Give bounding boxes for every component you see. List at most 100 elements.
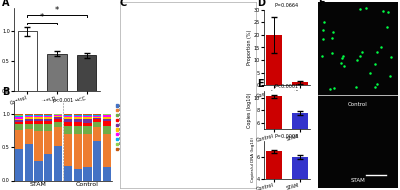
Bar: [103, 167, 111, 180]
Bar: [34, 119, 43, 121]
Bar: [24, 144, 33, 180]
Bar: [74, 122, 82, 126]
Bar: [103, 126, 111, 134]
Bar: [64, 114, 72, 115]
Bar: [64, 116, 72, 117]
Text: STAM: STAM: [351, 177, 365, 183]
Bar: [24, 114, 33, 115]
Bar: [74, 126, 82, 134]
Bar: [24, 117, 33, 119]
Bar: [64, 119, 72, 122]
Bar: [24, 115, 33, 116]
Bar: [64, 134, 72, 166]
Bar: [24, 121, 33, 124]
Y-axis label: Copies/ul DNA (log10): Copies/ul DNA (log10): [251, 137, 255, 182]
Bar: [103, 114, 111, 115]
Text: A: A: [2, 0, 10, 8]
Bar: [24, 129, 33, 144]
Bar: [34, 115, 43, 116]
Text: Control: Control: [348, 102, 368, 108]
Bar: [74, 114, 82, 115]
Bar: [54, 115, 62, 116]
Bar: [83, 123, 92, 126]
Text: F: F: [318, 0, 325, 8]
Bar: [292, 157, 308, 190]
Bar: [93, 122, 102, 127]
Bar: [44, 114, 52, 115]
Text: C: C: [120, 0, 127, 8]
Bar: [34, 161, 43, 180]
Bar: [54, 116, 62, 117]
Bar: [83, 116, 92, 117]
Bar: [93, 141, 102, 180]
Bar: [103, 115, 111, 117]
Bar: [15, 149, 23, 180]
Text: P<0.0001: P<0.0001: [275, 84, 299, 89]
Bar: [34, 117, 43, 119]
Bar: [15, 114, 23, 115]
Bar: [74, 117, 82, 119]
Bar: [103, 121, 111, 126]
Legend: Akkermansia muciniphila, Lachnospiraceae, Bacteroidales, Muribaculaceae, Erysipe: Akkermansia muciniphila, Lachnospiraceae…: [114, 102, 160, 152]
Bar: [83, 167, 92, 180]
Bar: [64, 122, 72, 126]
Bar: [64, 126, 72, 134]
Bar: [74, 134, 82, 169]
Bar: [64, 117, 72, 119]
Bar: [44, 131, 52, 154]
Text: P=0.0003: P=0.0003: [275, 134, 299, 139]
Bar: [24, 124, 33, 129]
Bar: [54, 127, 62, 146]
Bar: [103, 117, 111, 119]
Bar: [93, 114, 102, 115]
Bar: [292, 82, 308, 86]
Bar: [54, 119, 62, 122]
Bar: [15, 122, 23, 124]
Bar: [18, 32, 37, 91]
Bar: [64, 115, 72, 116]
Bar: [44, 154, 52, 180]
Bar: [15, 130, 23, 149]
Bar: [15, 120, 23, 122]
Bar: [24, 116, 33, 117]
Text: *: *: [55, 6, 59, 15]
Bar: [34, 121, 43, 124]
Bar: [54, 114, 62, 115]
Bar: [292, 113, 308, 161]
Bar: [44, 119, 52, 121]
Bar: [93, 127, 102, 141]
Bar: [34, 114, 43, 115]
Bar: [15, 117, 23, 119]
Bar: [103, 134, 111, 167]
Bar: [93, 115, 102, 116]
Bar: [44, 124, 52, 131]
Bar: [74, 119, 82, 122]
Text: E: E: [257, 79, 264, 89]
Bar: [44, 115, 52, 116]
Bar: [93, 117, 102, 118]
Bar: [54, 122, 62, 127]
Bar: [83, 126, 92, 134]
Bar: [103, 119, 111, 121]
Bar: [64, 166, 72, 180]
Bar: [54, 146, 62, 180]
Bar: [15, 116, 23, 117]
Bar: [93, 116, 102, 117]
Bar: [266, 35, 282, 86]
Text: P=0.0664: P=0.0664: [275, 3, 299, 8]
Bar: [24, 119, 33, 121]
Bar: [34, 131, 43, 161]
Bar: [44, 116, 52, 117]
Y-axis label: Copies (log10): Copies (log10): [247, 93, 252, 128]
Bar: [266, 96, 282, 161]
Bar: [74, 169, 82, 180]
Bar: [74, 115, 82, 116]
Bar: [54, 117, 62, 119]
Bar: [83, 114, 92, 115]
Y-axis label: Fold change: Fold change: [0, 33, 1, 66]
Bar: [74, 116, 82, 117]
Y-axis label: Abundance: Abundance: [0, 125, 1, 156]
Text: *: *: [40, 13, 44, 22]
Bar: [15, 124, 23, 130]
Bar: [266, 151, 282, 190]
